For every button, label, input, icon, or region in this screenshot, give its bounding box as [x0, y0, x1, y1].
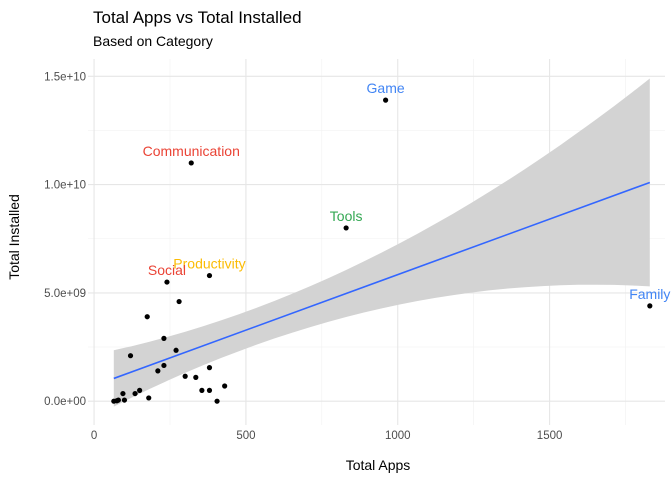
category-label: Tools	[330, 208, 363, 224]
data-point	[144, 314, 150, 320]
data-point	[121, 397, 128, 403]
y-tick-label: 5.0e+09	[44, 288, 86, 300]
category-label: Communication	[143, 143, 240, 159]
x-tick-label: 0	[91, 430, 97, 442]
data-point	[647, 303, 653, 309]
data-point	[146, 395, 152, 401]
data-point	[176, 298, 182, 305]
x-tick-label: 1000	[385, 430, 411, 442]
y-tick-label: 1.0e+10	[44, 180, 86, 192]
data-point	[206, 387, 213, 393]
data-point	[114, 398, 120, 404]
x-tick-label: 500	[236, 430, 255, 442]
x-tick-label: 1500	[537, 430, 563, 442]
data-point	[161, 362, 167, 369]
data-point	[137, 387, 143, 393]
data-point	[161, 335, 167, 341]
y-tick-label: 0.0e+00	[44, 396, 86, 408]
confidence-band	[113, 78, 650, 407]
data-point	[182, 373, 188, 379]
data-point	[383, 97, 389, 103]
x-axis-ticks: 0 500 1000 1500	[91, 430, 563, 442]
category-label: Family	[629, 286, 670, 302]
data-point	[120, 390, 126, 397]
y-axis-ticks: 0.0e+00 5.0e+09 1.0e+10 1.5e+10	[44, 71, 86, 408]
data-point	[164, 279, 170, 285]
data-point	[206, 272, 213, 279]
y-tick-label: 1.5e+10	[44, 71, 86, 83]
confidence-band-area	[113, 78, 650, 407]
category-label: Productivity	[173, 256, 245, 272]
category-label: Social	[148, 262, 186, 278]
data-point	[222, 383, 228, 389]
data-point	[343, 225, 349, 231]
data-point	[188, 160, 194, 166]
data-point	[199, 387, 205, 393]
data-point	[155, 368, 161, 374]
data-point	[206, 365, 213, 371]
data-point	[193, 374, 199, 380]
trend-line-group	[113, 181, 651, 380]
x-axis-title: Total Apps	[346, 457, 411, 473]
chart-title: Total Apps vs Total Installed	[93, 8, 302, 27]
data-point	[127, 353, 134, 359]
trend-line	[113, 181, 651, 380]
category-labels: Game Communication Tools ProductivitySocial…	[143, 80, 671, 302]
y-axis-title: Total Installed	[6, 194, 22, 280]
chart-subtitle: Based on Category	[93, 33, 213, 49]
data-point	[132, 390, 138, 397]
data-point	[173, 347, 179, 353]
category-label: Game	[367, 80, 405, 96]
data-point	[214, 398, 220, 404]
data-points	[111, 97, 653, 404]
